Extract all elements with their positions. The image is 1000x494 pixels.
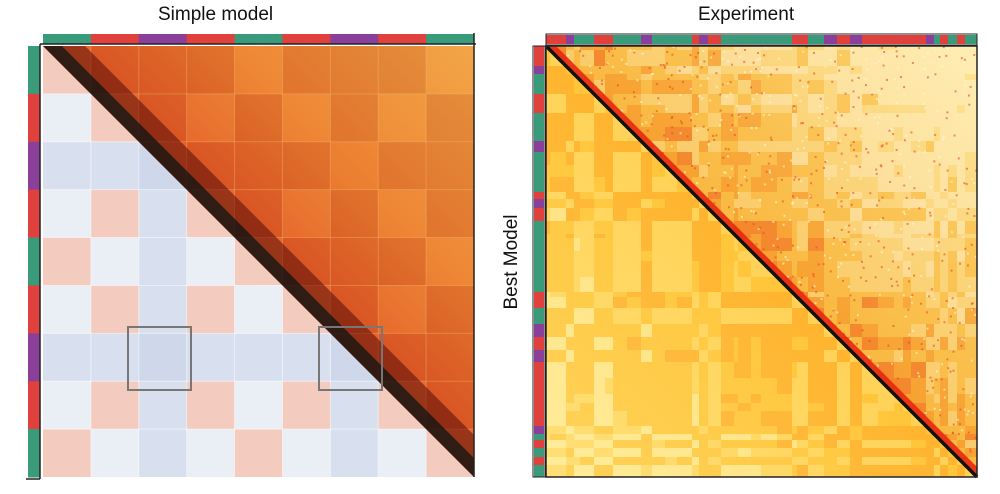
experiment-heatmap	[532, 33, 979, 479]
track-segment-green	[43, 34, 92, 44]
track-segment-red	[186, 34, 236, 44]
track-segment-green	[28, 46, 40, 95]
track-segment-red	[378, 34, 427, 44]
track-segment-red	[28, 285, 40, 334]
side-compartment-track	[534, 46, 544, 478]
track-segment-red	[282, 34, 331, 44]
diagonal-band	[43, 46, 474, 477]
track-segment-green	[426, 34, 475, 44]
track-segment-red	[28, 381, 40, 430]
top-compartment-track	[546, 35, 978, 44]
track-segment-purple	[138, 34, 188, 44]
track-segment-green	[234, 34, 283, 44]
highlight-box-1	[127, 326, 192, 391]
highlight-box-2	[318, 326, 383, 391]
track-segment-green	[28, 429, 40, 478]
panel-title-simple-model: Simple model	[158, 4, 274, 25]
top-compartment-track	[43, 34, 475, 44]
panel-title-experiment: Experiment	[698, 4, 795, 25]
track-segment-purple	[28, 141, 40, 191]
track-segment-red	[90, 34, 140, 44]
track-segment-purple	[330, 34, 379, 44]
track-segment-red	[28, 93, 40, 143]
simple-model-heatmap	[26, 33, 476, 480]
track-segment-purple	[28, 333, 40, 382]
track-segment-red	[28, 189, 40, 239]
side-compartment-track	[28, 46, 40, 478]
track-segment-green	[28, 237, 40, 286]
diagonal-line	[544, 44, 979, 479]
